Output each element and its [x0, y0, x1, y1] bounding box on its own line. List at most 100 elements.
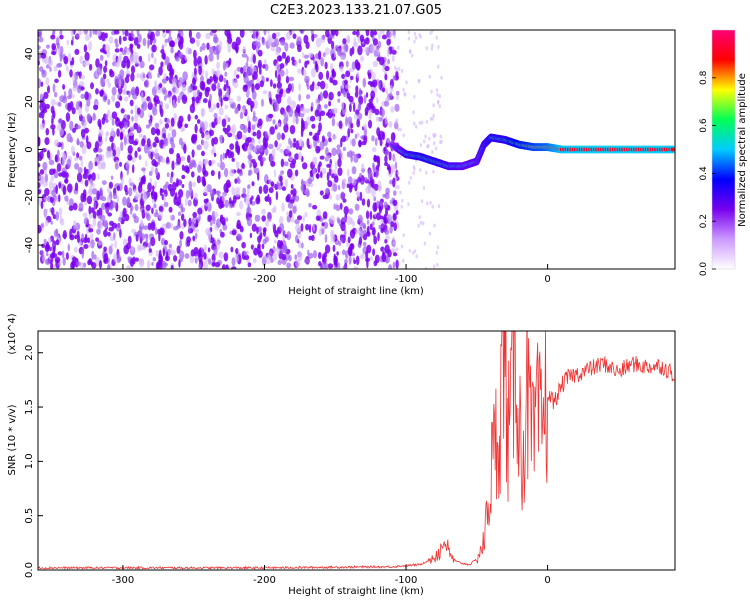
heatmap-cell: [120, 141, 124, 152]
heatmap-cell: [109, 136, 114, 143]
line-x-tick-label: 0: [544, 575, 550, 586]
heatmap-cell: [177, 119, 183, 129]
heatmap-cell: [367, 119, 373, 129]
heatmap-cell: [353, 259, 357, 265]
heatmap-cell: [217, 82, 221, 91]
heatmap-cell: [103, 219, 109, 229]
heatmap-cell: [162, 89, 168, 95]
heatmap-cell: [273, 169, 277, 178]
heatmap-cell: [248, 120, 251, 130]
heatmap-cell: [247, 262, 252, 268]
heatmap-cell: [303, 34, 309, 45]
heatmap-cell: [397, 184, 400, 189]
heatmap-cell: [392, 75, 397, 81]
heatmap-cell: [251, 195, 254, 200]
heatmap-cell: [223, 252, 229, 262]
heatmap-cell: [218, 251, 224, 259]
heatmap-cell: [196, 39, 200, 47]
heatmap-cell: [200, 75, 204, 83]
heatmap-cell: [243, 75, 249, 84]
heatmap-cell: [283, 123, 289, 133]
heatmap-cell: [282, 235, 286, 242]
heatmap-cell: [359, 191, 363, 201]
heatmap-cell: [350, 75, 354, 80]
heatmap-cell: [159, 104, 162, 114]
heatmap-cell: [66, 39, 70, 46]
heatmap-cell: [67, 243, 71, 252]
heatmap-cell: [436, 245, 440, 250]
heatmap-cell: [283, 161, 289, 167]
heatmap-cell: [43, 238, 47, 245]
heatmap-cell: [161, 157, 166, 164]
heatmap-cell: [276, 81, 282, 89]
heatmap-cell: [218, 40, 223, 51]
heatmap-cell: [168, 147, 174, 155]
heatmap-cell: [417, 223, 420, 228]
heatmap-cell: [228, 197, 232, 206]
heatmap-cell: [218, 106, 224, 116]
heatmap-cell: [267, 90, 272, 99]
heatmap-cell: [370, 30, 374, 38]
heatmap-cell: [289, 125, 296, 135]
heatmap-cell: [276, 31, 281, 37]
heatmap-cell: [38, 78, 42, 89]
heatmap-cell: [119, 121, 124, 129]
heatmap-cell: [115, 146, 121, 157]
heatmap-cell: [296, 106, 300, 112]
heatmap-cell: [258, 186, 263, 194]
heatmap-cell: [340, 42, 345, 53]
heatmap-cell: [52, 83, 56, 93]
heatmap-cell: [428, 231, 432, 236]
heatmap-cell: [78, 106, 83, 117]
heatmap-cell: [245, 199, 250, 206]
heatmap-cell: [131, 116, 134, 122]
heatmap-cell: [81, 233, 85, 241]
heatmap-cell: [311, 67, 316, 78]
heatmap-cell: [252, 131, 257, 137]
heatmap-cell: [345, 84, 351, 90]
heatmap-cell: [335, 204, 341, 211]
heatmap-cell: [155, 262, 160, 269]
heatmap-cell: [252, 258, 257, 264]
heatmap-cell: [118, 35, 122, 45]
colorbar-tick-label: 0.0: [699, 262, 709, 277]
heatmap-cell: [131, 156, 136, 163]
heatmap-cell: [306, 94, 311, 100]
heatmap-cell: [154, 148, 158, 155]
heatmap-cell: [433, 223, 436, 228]
heatmap-cell: [101, 180, 107, 186]
heatmap-cell: [159, 187, 163, 197]
heatmap-cell: [431, 116, 434, 121]
heatmap-cell: [236, 130, 243, 140]
heatmap-cell: [390, 248, 397, 254]
line-y-tick-label: 1.0: [24, 453, 35, 469]
heatmap-cell: [225, 179, 231, 189]
heatmap-cell: [270, 79, 273, 87]
heatmap-cell: [50, 220, 53, 225]
heatmap-cell: [211, 122, 216, 129]
heatmap-cell: [374, 137, 378, 146]
heatmap-cell: [44, 137, 50, 146]
heatmap-cell: [110, 175, 114, 180]
heatmap-cell: [176, 178, 179, 186]
heatmap-cell: [383, 213, 387, 223]
heatmap-cell: [65, 65, 69, 72]
heatmap-cell: [40, 81, 44, 87]
heatmap-cell: [366, 231, 371, 237]
heatmap-cell: [239, 30, 245, 38]
heatmap-cell: [318, 161, 322, 167]
heatmap-cell: [372, 248, 376, 256]
heatmap-cell: [271, 148, 276, 158]
heatmap-cell: [59, 54, 63, 63]
heatmap-cell: [152, 141, 157, 148]
heatmap-cell: [295, 116, 299, 125]
heatmap-cell: [387, 264, 393, 269]
heatmap-cell: [422, 185, 426, 190]
heatmap-cell: [57, 70, 62, 78]
heatmap-cell: [92, 210, 97, 220]
heatmap-cell: [424, 134, 427, 139]
heatmap-cell: [253, 247, 259, 256]
heatmap-cell: [405, 80, 408, 85]
heatmap-cell: [148, 30, 152, 36]
heatmap-cell: [168, 71, 174, 77]
